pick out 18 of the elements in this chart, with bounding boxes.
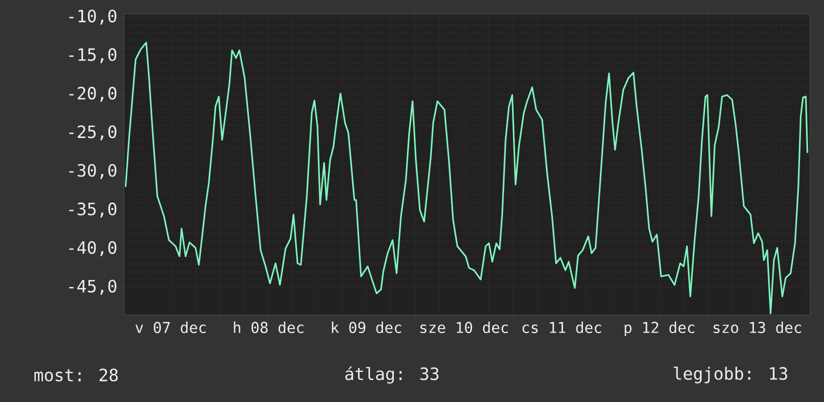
y-tick-label: -40,0 [69, 241, 116, 256]
y-tick-label: -30,0 [69, 164, 116, 179]
text: legjobb: 13 [674, 366, 788, 384]
x-tick-label: v 07 dec [136, 322, 206, 334]
text: most: 28 [34, 368, 118, 382]
x-tick-label: cs 11 dec [522, 322, 602, 334]
y-tick-label: -10,0 [69, 10, 116, 25]
y-tick-label: -15,0 [69, 48, 116, 64]
x-tick-label: k 09 dec [332, 322, 402, 334]
x-tick-label: h 08 dec [234, 322, 304, 334]
y-tick-label: -35,0 [69, 202, 116, 218]
x-tick-label: szo 13 dec [714, 322, 802, 334]
y-tick-label: -20,0 [69, 86, 116, 102]
y-tick-label: -25,0 [69, 125, 116, 140]
text: átlag: 33 [345, 366, 438, 384]
x-tick-label: sze 10 dec [420, 322, 508, 334]
y-tick-label: -45,0 [69, 280, 116, 295]
x-tick-label: p 12 dec [624, 322, 694, 336]
